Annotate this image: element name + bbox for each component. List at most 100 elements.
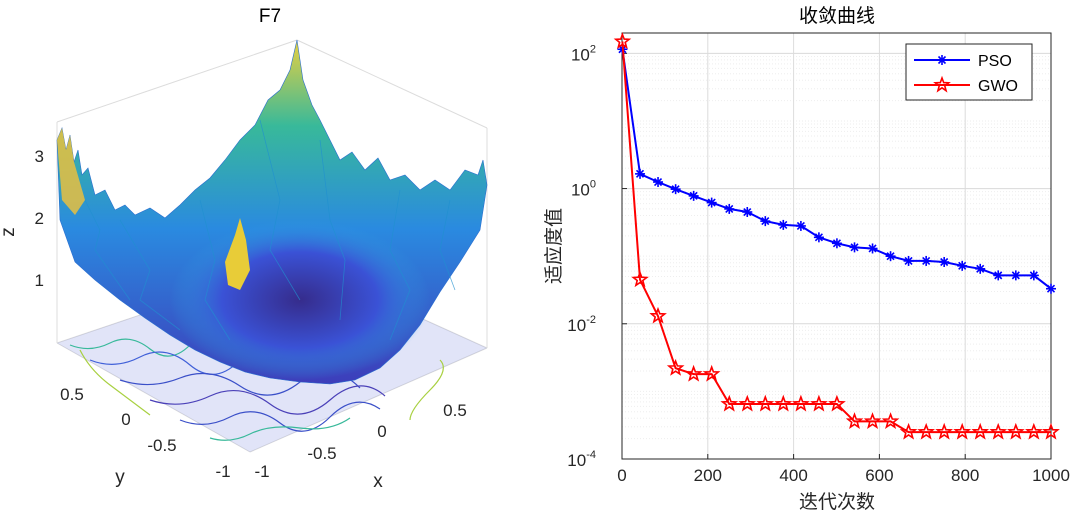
marker-stroke — [1011, 271, 1020, 280]
surface-yellow-edge — [57, 128, 85, 215]
y-tick-label: 100 — [571, 179, 596, 200]
data-point — [1007, 422, 1025, 440]
y-axis: 10-4 10-2 100 102 — [567, 43, 627, 470]
marker-stroke — [940, 257, 949, 267]
marker-stroke — [1046, 284, 1056, 293]
y-tick-label: 0.5 — [60, 385, 84, 404]
marker-stroke — [796, 221, 805, 231]
marker-stroke — [743, 207, 752, 217]
data-point — [935, 422, 953, 440]
x-axis-label: x — [373, 471, 383, 492]
series-line — [621, 41, 1051, 434]
x-axis: 0 200 400 600 800 1000 — [617, 454, 1070, 485]
x-tick-label: 0 — [377, 422, 386, 441]
data-point — [702, 364, 721, 382]
data-point — [670, 184, 681, 195]
data-point — [810, 394, 828, 412]
data-point — [939, 257, 950, 268]
z-axis: 3 2 1 z — [0, 147, 44, 290]
legend-label-pso: PSO — [978, 53, 1012, 70]
y-tick-label: -1 — [215, 462, 230, 481]
data-point — [760, 216, 771, 227]
marker-stroke — [976, 264, 985, 273]
surface-plot: F7 — [0, 6, 488, 492]
marker-stroke — [707, 198, 716, 207]
data-point — [684, 364, 703, 382]
data-point — [917, 422, 935, 440]
y-tick-label: -0.5 — [147, 436, 176, 455]
x-axis-label: 迭代次数 — [799, 491, 875, 513]
data-point — [778, 219, 789, 230]
y-tick-exponent: 2 — [590, 43, 596, 55]
data-point — [635, 168, 646, 179]
legend: PSO GWO — [905, 43, 1033, 101]
y-axis-label: y — [115, 467, 125, 488]
data-point — [613, 32, 632, 49]
marker-stroke — [761, 217, 770, 226]
marker-stroke — [779, 220, 788, 229]
data-point — [706, 197, 717, 208]
legend-label-gwo: GWO — [978, 78, 1018, 95]
data-point — [688, 190, 699, 201]
data-point — [631, 270, 649, 288]
y-axis: 0.5 0 -0.5 -1 y — [60, 385, 230, 488]
data-point — [971, 422, 990, 440]
marker-stroke — [922, 256, 931, 266]
marker-stroke — [886, 252, 895, 261]
marker-stroke — [958, 261, 967, 270]
data-point — [774, 394, 793, 412]
y-tick-label: 10-4 — [567, 449, 596, 470]
data-point — [791, 394, 810, 412]
data-point — [899, 422, 918, 440]
marker-stroke — [635, 169, 645, 178]
marker-stroke — [725, 204, 734, 213]
convergence-plot: 收敛曲线 10-4 10-2 100 102 0 200 400 600 800 1000 迭代… — [543, 5, 1070, 513]
data-point — [653, 177, 664, 188]
x-tick-label: 200 — [694, 466, 722, 485]
y-tick-exponent: -4 — [586, 449, 596, 461]
surface-yellow-ridge — [225, 218, 250, 290]
marker-stroke — [868, 244, 877, 253]
z-tick-label: 3 — [35, 147, 44, 166]
x-tick-label: -1 — [254, 462, 269, 481]
x-tick-label: 1000 — [1032, 466, 1070, 485]
data-point — [845, 412, 864, 429]
marker-stroke — [832, 239, 841, 248]
y-tick-exponent: 0 — [590, 179, 596, 191]
legend-marker — [933, 75, 951, 93]
data-point — [993, 270, 1004, 281]
data-point — [957, 260, 968, 271]
data-point — [1046, 283, 1056, 294]
data-point — [885, 251, 896, 262]
x-tick-label: 400 — [779, 466, 807, 485]
marker-stroke — [994, 271, 1003, 280]
data-point — [863, 412, 882, 429]
series-pso — [617, 44, 1056, 294]
y-tick-label: 10-2 — [567, 314, 596, 335]
data-point — [738, 394, 757, 412]
data-point — [831, 238, 842, 249]
data-point — [1025, 422, 1043, 440]
data-point — [975, 263, 986, 274]
convergence-title: 收敛曲线 — [799, 5, 875, 27]
data-point — [649, 306, 667, 324]
data-point — [867, 243, 878, 254]
plot-frame — [621, 32, 1052, 460]
marker-stroke — [850, 243, 859, 252]
data-point — [1010, 270, 1021, 281]
data-point — [795, 220, 806, 231]
data-point — [813, 232, 824, 243]
data-point — [742, 207, 753, 218]
x-tick-label: 0.5 — [443, 401, 467, 420]
series-layer — [613, 32, 1060, 440]
legend-box — [905, 43, 1033, 101]
series-gwo — [613, 32, 1060, 440]
data-point — [849, 242, 860, 253]
x-tick-label: -0.5 — [307, 444, 336, 463]
marker-stroke — [671, 185, 680, 194]
x-tick-label: 800 — [951, 466, 979, 485]
data-point — [989, 422, 1008, 440]
marker-stroke — [689, 191, 698, 200]
y-tick-label: 102 — [571, 43, 596, 64]
